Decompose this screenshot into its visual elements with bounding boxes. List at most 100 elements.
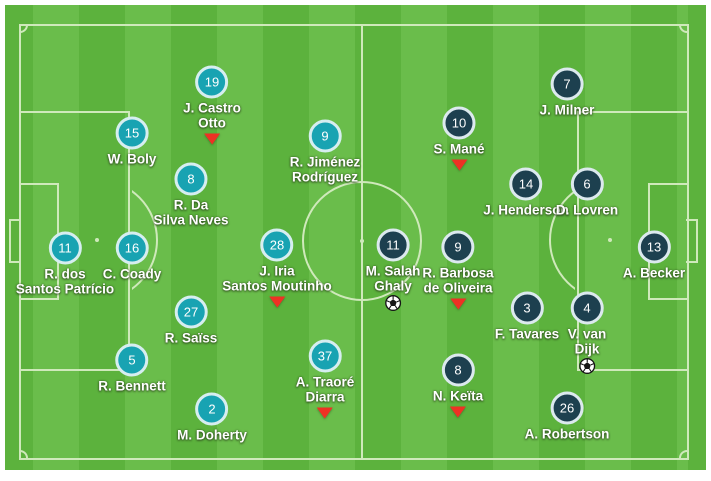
pitch-boundary-line	[19, 24, 689, 460]
player-name: J. Milner	[540, 103, 595, 118]
sub-off-icon	[450, 159, 467, 171]
player-name-line: S. Mané	[433, 141, 485, 157]
player-number-badge[interactable]: 10	[442, 106, 476, 140]
player-name-line: M. Salah	[365, 263, 421, 279]
player-number-badge[interactable]: 11	[376, 228, 410, 262]
player-name-line: Dijk	[574, 341, 600, 357]
player-number-badge[interactable]: 3	[510, 291, 544, 325]
penalty-spot-right	[608, 238, 612, 242]
player-marker[interactable]: 5 R. Bennett	[98, 343, 166, 394]
player-marker[interactable]: 9 R. Jiménez Rodríguez	[289, 119, 361, 185]
player-name-line: de Oliveira	[423, 280, 493, 296]
sub-off-icon	[449, 406, 466, 418]
player-number: 9	[454, 239, 462, 255]
player-marker[interactable]: 27 R. Saïss	[165, 295, 217, 346]
player-marker[interactable]: 13 A. Becker	[623, 230, 685, 281]
player-name: A. Becker	[623, 266, 685, 281]
player-number: 16	[124, 240, 140, 256]
player-name-line: J. Castro	[183, 100, 241, 116]
player-name: J. Iria Santos Moutinho	[222, 264, 331, 294]
player-marker[interactable]: 11 M. Salah Ghaly	[366, 228, 421, 312]
player-name-line: Santos Moutinho	[222, 278, 332, 294]
player-name: N. Keïta	[433, 389, 483, 404]
player-number-badge[interactable]: 27	[174, 295, 208, 329]
player-name: M. Salah Ghaly	[366, 264, 421, 294]
player-name-line: Otto	[198, 115, 226, 131]
center-spot	[360, 239, 364, 243]
player-number-badge[interactable]: 16	[115, 231, 149, 265]
player-marker[interactable]: 10 S. Mané	[433, 106, 485, 171]
goal-right	[686, 219, 698, 263]
player-marker[interactable]: 3 F. Tavares	[494, 291, 560, 342]
player-name: J. Castro Otto	[183, 101, 241, 131]
player-marker[interactable]: 16 C. Coady	[102, 231, 162, 282]
player-name-line: C. Coady	[102, 266, 162, 282]
player-name-line: Ghaly	[374, 278, 412, 294]
player-number-badge[interactable]: 26	[550, 391, 584, 425]
player-number-badge[interactable]: 9	[441, 230, 475, 264]
player-number: 14	[518, 176, 534, 192]
player-number: 9	[321, 128, 329, 144]
player-number-badge[interactable]: 9	[308, 119, 342, 153]
sub-off-icon	[450, 298, 466, 310]
player-number-badge[interactable]: 14	[509, 167, 543, 201]
player-marker[interactable]: 11 R. dos Santos Patrício	[16, 231, 114, 297]
player-number: 11	[386, 237, 400, 253]
player-number-badge[interactable]: 15	[115, 116, 149, 150]
player-name: R. dos Santos Patrício	[16, 267, 114, 297]
player-marker[interactable]: 8 R. Da Silva Neves	[153, 162, 229, 228]
sub-off-icon	[204, 133, 220, 145]
player-marker[interactable]: 7 J. Milner	[540, 67, 595, 118]
player-name-line: J. Henderson	[483, 202, 569, 218]
player-number: 26	[559, 400, 575, 416]
player-number-badge[interactable]: 5	[115, 343, 149, 377]
player-number: 5	[128, 352, 136, 368]
player-name-line: V. van	[567, 326, 607, 342]
player-marker[interactable]: 28 J. Iria Santos Moutinho	[222, 228, 332, 308]
player-name: A. Robertson	[525, 427, 610, 442]
player-number: 37	[317, 348, 333, 364]
player-number: 8	[454, 362, 462, 378]
player-name: S. Mané	[433, 142, 484, 157]
player-name-line: R. Barbosa	[422, 265, 494, 281]
player-number-badge[interactable]: 8	[174, 162, 208, 196]
player-name-line: J. Iria	[259, 263, 295, 279]
player-name: V. van Dijk	[568, 327, 607, 357]
player-number-badge[interactable]: 4	[570, 291, 604, 325]
player-number-badge[interactable]: 19	[195, 65, 229, 99]
player-marker[interactable]: 15 W. Boly	[108, 116, 157, 167]
player-name-line: R. Jiménez	[289, 154, 361, 170]
pitch: 19 J. Castro Otto 15 W. Boly 8 R. Da Silva…	[5, 5, 706, 470]
player-name: A. Traoré Diarra	[296, 375, 355, 405]
goal-left	[9, 219, 21, 263]
player-name-line: A. Traoré	[295, 374, 355, 390]
player-name: R. Da Silva Neves	[153, 198, 228, 228]
player-name-line: F. Tavares	[494, 326, 560, 342]
player-name-line: R. dos	[44, 266, 86, 282]
player-number-badge[interactable]: 7	[550, 67, 584, 101]
player-number: 15	[124, 125, 140, 141]
player-number-badge[interactable]: 28	[260, 228, 294, 262]
player-name-line: J. Milner	[539, 102, 595, 118]
player-marker[interactable]: 6 D. Lovren	[555, 167, 619, 218]
player-name: W. Boly	[108, 152, 157, 167]
player-marker[interactable]: 8 N. Keïta	[433, 353, 483, 418]
penalty-area-right	[577, 111, 688, 371]
player-number-badge[interactable]: 6	[570, 167, 604, 201]
player-marker[interactable]: 14 J. Henderson	[483, 167, 569, 218]
player-number-badge[interactable]: 11	[48, 231, 82, 265]
player-number-badge[interactable]: 2	[195, 392, 229, 426]
player-marker[interactable]: 26 A. Robertson	[525, 391, 610, 442]
player-number-badge[interactable]: 37	[308, 339, 342, 373]
player-marker[interactable]: 2 M. Doherty	[177, 392, 247, 443]
player-name-line: D. Lovren	[555, 202, 619, 218]
corner-arc-top-left	[20, 25, 28, 33]
player-name-line: M. Doherty	[177, 427, 247, 443]
player-marker[interactable]: 19 J. Castro Otto	[183, 65, 241, 145]
player-number-badge[interactable]: 8	[441, 353, 475, 387]
player-marker[interactable]: 4 V. van Dijk	[568, 291, 607, 375]
player-marker[interactable]: 37 A. Traoré Diarra	[296, 339, 355, 419]
sub-off-icon	[317, 407, 333, 419]
player-number-badge[interactable]: 13	[637, 230, 671, 264]
player-marker[interactable]: 9 R. Barbosa de Oliveira	[422, 230, 494, 310]
